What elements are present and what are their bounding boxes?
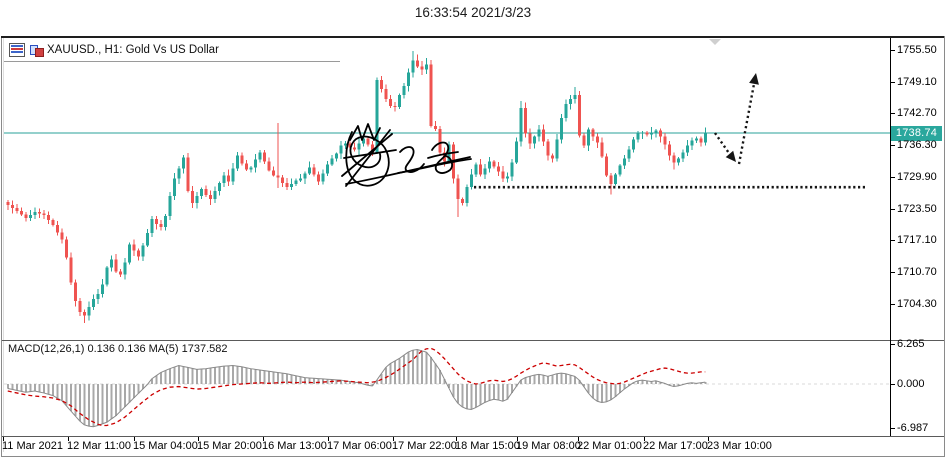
time-axis-tick (708, 437, 709, 441)
time-axis-tick (263, 437, 264, 441)
time-axis-tick (134, 437, 135, 441)
time-axis-label: 16 Mar 13:00 (262, 440, 327, 452)
price-axis-label: 1710.70 (897, 265, 937, 278)
price-axis-tick (890, 113, 895, 114)
chart-window-inner-border (3, 38, 4, 452)
main-price-chart[interactable] (4, 38, 892, 341)
current-price-tag: 1738.74 (891, 126, 942, 141)
bar-chart-icon (29, 44, 44, 57)
time-axis-label: 15 Mar 04:00 (133, 440, 198, 452)
time-axis-label: 18 Mar 15:00 (455, 440, 520, 452)
quotes-table-icon (9, 42, 25, 57)
time-axis-tick (578, 437, 579, 441)
macd-line (7, 349, 706, 428)
time-axis-label: 11 Mar 2021 (2, 440, 63, 452)
price-axis-tick (890, 209, 895, 210)
forecast-arrows (714, 73, 759, 165)
time-axis-label: 22 Mar 01:00 (577, 440, 642, 452)
time-axis-label: 15 Mar 20:00 (197, 440, 262, 452)
price-axis-tick (890, 304, 895, 305)
macd-indicator-label: MACD(12,26,1) 0.136 0.136 MA(5) 1737.582 (8, 343, 228, 355)
scroll-marker-icon (709, 39, 721, 45)
macd-axis-tick (890, 344, 895, 345)
symbol-title: XAUUSD., H1: Gold Vs US Dollar (47, 43, 219, 56)
macd-histogram-layer (6, 349, 707, 427)
time-axis-tick (644, 437, 645, 441)
clock-text: 16:33:54 2021/3/23 (414, 5, 532, 20)
chart-window-top-border (1, 36, 944, 38)
price-axis-label: 1729.90 (897, 170, 937, 183)
price-axis-label: 1704.30 (897, 297, 937, 310)
time-axis-label: 22 Mar 17:00 (643, 440, 708, 452)
macd-indicator-chart[interactable] (4, 341, 892, 437)
price-axis-tick (890, 240, 895, 241)
price-axis-label: 1742.70 (897, 107, 937, 120)
time-axis-tick (68, 437, 69, 441)
price-axis-label: 1736.30 (897, 139, 937, 152)
time-axis-label: 17 Mar 22:00 (392, 440, 457, 452)
candlestick-layer (6, 50, 707, 323)
macd-axis-label: 0.000 (897, 378, 925, 390)
chart-title-bar: XAUUSD., H1: Gold Vs US Dollar (4, 38, 340, 62)
price-axis-tick (890, 145, 895, 146)
price-axis-tick (890, 177, 895, 178)
time-axis-label: 23 Mar 10:00 (707, 440, 772, 452)
time-axis-label: 17 Mar 06:00 (327, 440, 392, 452)
macd-signal-line (7, 347, 706, 427)
price-axis-label: 1723.50 (897, 202, 937, 215)
time-axis-label: 12 Mar 11:00 (67, 440, 132, 452)
macd-axis-tick (890, 384, 895, 385)
time-axis-border (2, 436, 944, 437)
time-axis-tick (328, 437, 329, 441)
price-axis-line (890, 38, 891, 436)
panel-divider[interactable] (2, 340, 944, 341)
time-axis-tick (3, 437, 4, 441)
price-axis-tick (890, 50, 895, 51)
time-axis-label: 19 Mar 08:00 (516, 440, 581, 452)
time-axis-tick (517, 437, 518, 441)
price-axis-label: 1755.50 (897, 44, 937, 56)
chart-window (1, 36, 945, 457)
time-axis-tick (198, 437, 199, 441)
time-axis-tick (393, 437, 394, 441)
macd-axis-label: -6.987 (897, 422, 929, 434)
price-axis-label: 1717.10 (897, 234, 937, 247)
macd-axis-label: 6.265 (897, 338, 925, 350)
time-axis-tick (456, 437, 457, 441)
price-axis-tick (890, 272, 895, 273)
macd-axis-tick (890, 428, 895, 429)
price-axis-tick (890, 82, 895, 83)
signature-annotation (341, 123, 472, 187)
price-axis-label: 1749.10 (897, 75, 937, 88)
